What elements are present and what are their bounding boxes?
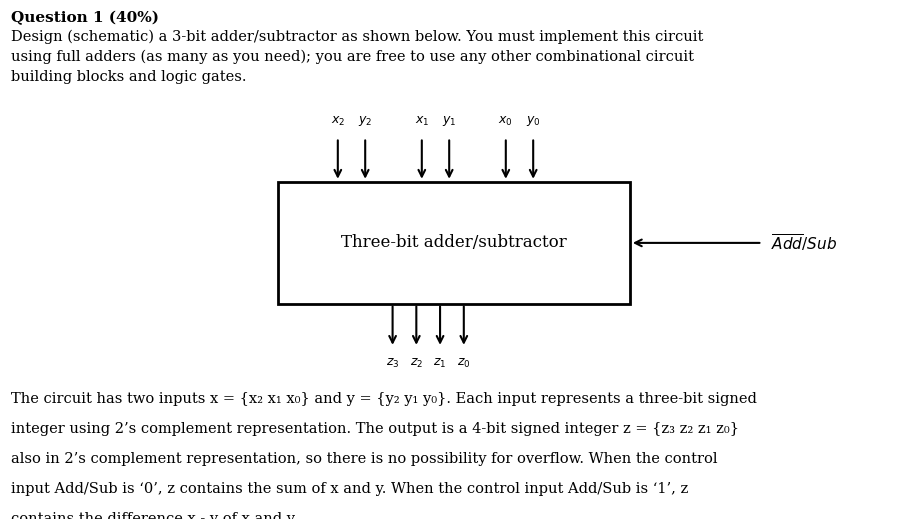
Text: $\mathit{y}_0$: $\mathit{y}_0$	[526, 114, 540, 128]
Text: $\mathit{x}_1$: $\mathit{x}_1$	[415, 115, 429, 128]
Text: Three-bit adder/subtractor: Three-bit adder/subtractor	[341, 234, 567, 251]
Text: $\mathit{x}_0$: $\mathit{x}_0$	[498, 115, 513, 128]
Bar	[278, 182, 630, 304]
Text: also in 2’s complement representation, so there is no possibility for overflow. : also in 2’s complement representation, s…	[11, 452, 718, 466]
Text: $\mathit{z}_0$: $\mathit{z}_0$	[457, 357, 470, 370]
Text: Question 1 (40%): Question 1 (40%)	[11, 11, 159, 25]
Text: $\mathit{z}_2$: $\mathit{z}_2$	[410, 357, 423, 370]
Text: contains the difference x - y of x and y.: contains the difference x - y of x and y…	[11, 512, 298, 519]
Text: Design (schematic) a 3-bit adder/subtractor as shown below. You must implement t: Design (schematic) a 3-bit adder/subtrac…	[11, 30, 703, 45]
Text: $\overline{\mathit{Add}}\mathit{/Sub}$: $\overline{\mathit{Add}}\mathit{/Sub}$	[771, 233, 837, 253]
Text: using full adders (as many as you need); you are free to use any other combinati: using full adders (as many as you need);…	[11, 50, 694, 64]
Text: $\mathit{y}_1$: $\mathit{y}_1$	[442, 114, 456, 128]
Text: input Add/Sub is ‘0’, z contains the sum of x and y. When the control input Add/: input Add/Sub is ‘0’, z contains the sum…	[11, 482, 688, 496]
Text: $\mathit{x}_2$: $\mathit{x}_2$	[331, 115, 345, 128]
Text: $\mathit{y}_2$: $\mathit{y}_2$	[358, 114, 373, 128]
Text: integer using 2’s complement representation. The output is a 4-bit signed intege: integer using 2’s complement representat…	[11, 422, 739, 436]
Text: $\mathit{z}_3$: $\mathit{z}_3$	[386, 357, 399, 370]
Text: building blocks and logic gates.: building blocks and logic gates.	[11, 70, 247, 84]
Text: $\mathit{z}_1$: $\mathit{z}_1$	[434, 357, 446, 370]
Text: The circuit has two inputs x = {x₂ x₁ x₀} and y = {y₂ y₁ y₀}. Each input represe: The circuit has two inputs x = {x₂ x₁ x₀…	[11, 392, 757, 406]
